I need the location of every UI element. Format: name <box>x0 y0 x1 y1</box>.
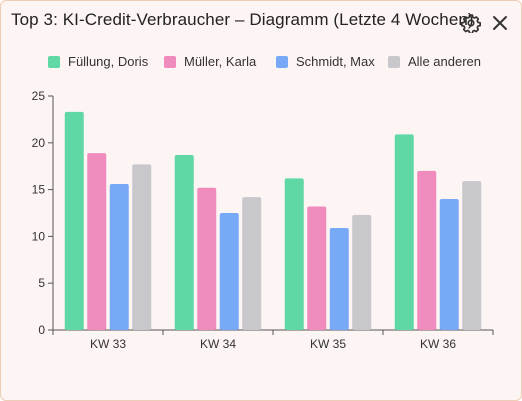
y-tick-label: 25 <box>32 89 46 103</box>
bar <box>307 206 327 330</box>
bar <box>329 227 349 330</box>
x-tick-label: KW 33 <box>90 337 126 351</box>
bar <box>394 134 414 330</box>
x-tick-label: KW 34 <box>200 337 236 351</box>
legend-item: Füllung, Doris <box>48 54 149 69</box>
legend-label: Alle anderen <box>408 54 481 69</box>
y-tick-label: 15 <box>32 183 46 197</box>
bar <box>462 181 482 330</box>
bar <box>417 170 437 330</box>
legend-item: Alle anderen <box>388 54 481 69</box>
bar <box>174 154 194 330</box>
legend-item: Müller, Karla <box>164 54 257 69</box>
y-tick-label: 20 <box>32 136 46 150</box>
bar <box>439 198 459 330</box>
legend-swatch <box>276 56 288 68</box>
bar <box>219 213 239 330</box>
bar <box>242 197 262 330</box>
bar <box>132 164 152 330</box>
bar <box>109 183 129 330</box>
legend-item: Schmidt, Max <box>276 54 375 69</box>
bar <box>352 214 372 330</box>
bar <box>284 178 304 330</box>
legend-swatch <box>164 56 176 68</box>
y-tick-label: 5 <box>38 276 45 290</box>
bar <box>87 153 107 330</box>
legend-label: Schmidt, Max <box>296 54 375 69</box>
y-tick-label: 10 <box>32 229 46 243</box>
close-icon[interactable] <box>490 13 510 33</box>
x-tick-label: KW 35 <box>310 337 346 351</box>
y-tick-label: 0 <box>38 323 45 337</box>
legend-swatch <box>388 56 400 68</box>
bar <box>64 111 84 330</box>
bar <box>197 187 217 330</box>
x-tick-label: KW 36 <box>420 337 456 351</box>
legend-label: Füllung, Doris <box>68 54 149 69</box>
panel-title: Top 3: KI-Credit-Verbraucher – Diagramm … <box>11 10 474 29</box>
legend-swatch <box>48 56 60 68</box>
legend-label: Müller, Karla <box>184 54 257 69</box>
